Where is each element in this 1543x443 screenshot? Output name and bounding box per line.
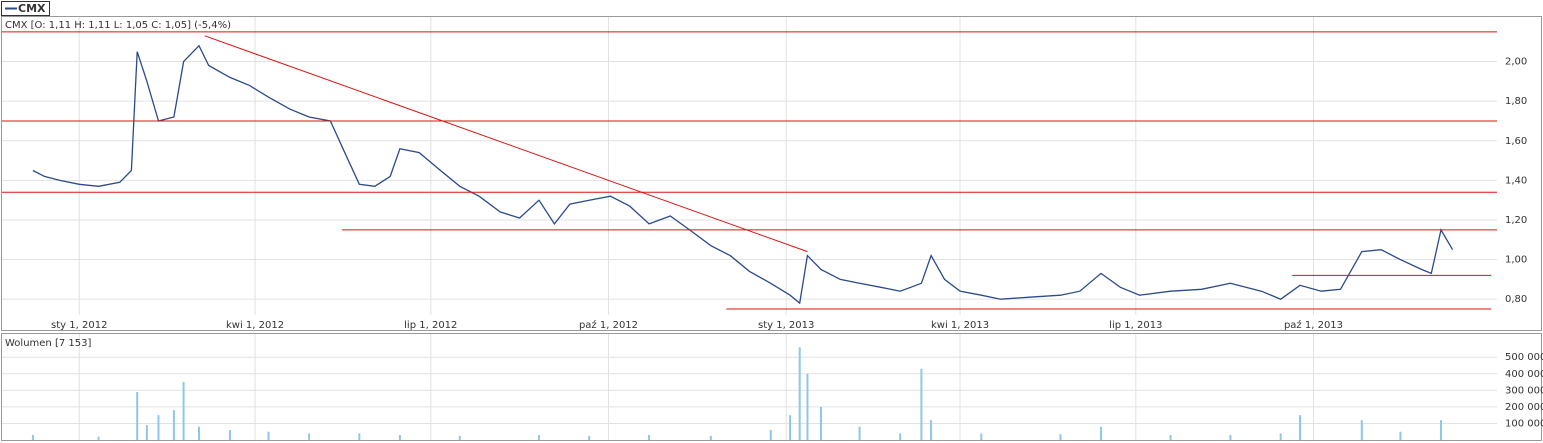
volume-bar [537,435,540,440]
volume-bar [648,435,651,440]
volume-bar [398,435,401,440]
y-tick-label: 400 000 [1505,369,1543,380]
y-tick-label: 1,00 [1505,255,1527,266]
volume-bar [1360,420,1363,440]
volume-bar [899,433,902,440]
legend-label: CMX [18,2,46,15]
x-tick-label: paź 1, 2013 [1284,319,1343,331]
volume-bar [588,435,591,440]
volume-bar [1439,420,1442,440]
volume-bar [1298,415,1301,440]
volume-panel [1,333,1542,441]
price-title: CMX [O: 1,11 H: 1,11 L: 1,05 C: 1,05] (-… [5,20,231,31]
volume-bar [458,435,461,440]
volume-bar [1279,433,1282,440]
volume-bar [267,431,270,440]
y-tick-label: 100 000 [1505,418,1543,429]
volume-bar [980,433,983,440]
volume-bar [157,415,160,440]
volume-bar [930,420,933,440]
volume-bar [308,433,311,440]
y-tick-label: 2,00 [1505,57,1527,68]
x-tick-label: kwi 1, 2012 [226,320,284,331]
volume-bar [136,391,139,440]
x-tick-label: sty 1, 2013 [758,320,814,331]
volume-bar [228,430,231,440]
y-tick-label: 300 000 [1505,385,1543,396]
trend-line [204,35,808,253]
volume-bar [182,382,185,440]
volume-bar [1100,426,1103,440]
price-line [32,44,1454,305]
y-tick-label: 0,80 [1505,294,1527,305]
y-tick-label: 1,20 [1505,215,1527,226]
volume-bar [798,347,801,440]
legend-box [1,1,50,16]
y-tick-label: 1,80 [1505,96,1527,107]
volume-bar [920,368,923,440]
volume-bar [97,436,100,440]
y-tick-label: 500 000 [1505,352,1543,363]
y-tick-label: 1,60 [1505,136,1527,147]
volume-bar [31,435,34,440]
x-tick-label: sty 1, 2012 [51,320,107,331]
y-tick-label: 1,40 [1505,175,1527,186]
x-tick-label: lip 1, 2012 [404,320,457,331]
x-tick-label: lip 1, 2013 [1109,320,1162,331]
volume-bar [1169,435,1172,440]
y-tick-label: 200 000 [1505,402,1543,413]
volume-bar [1229,435,1232,440]
volume-bar [1399,431,1402,440]
volume-bar [769,430,772,440]
volume-bar [858,426,861,440]
volume-title: Wolumen [7 153] [5,338,91,349]
volume-bar [358,433,361,440]
volume-bar [819,406,822,440]
volume-bar [198,426,201,440]
volume-bar [145,425,148,440]
x-tick-label: paź 1, 2012 [579,319,638,331]
volume-bar [709,435,712,440]
volume-bar [789,415,792,440]
x-tick-label: kwi 1, 2013 [931,320,989,331]
volume-bar [806,373,809,440]
volume-bar [172,410,175,440]
volume-bar [1059,434,1062,440]
price-panel [1,16,1542,331]
